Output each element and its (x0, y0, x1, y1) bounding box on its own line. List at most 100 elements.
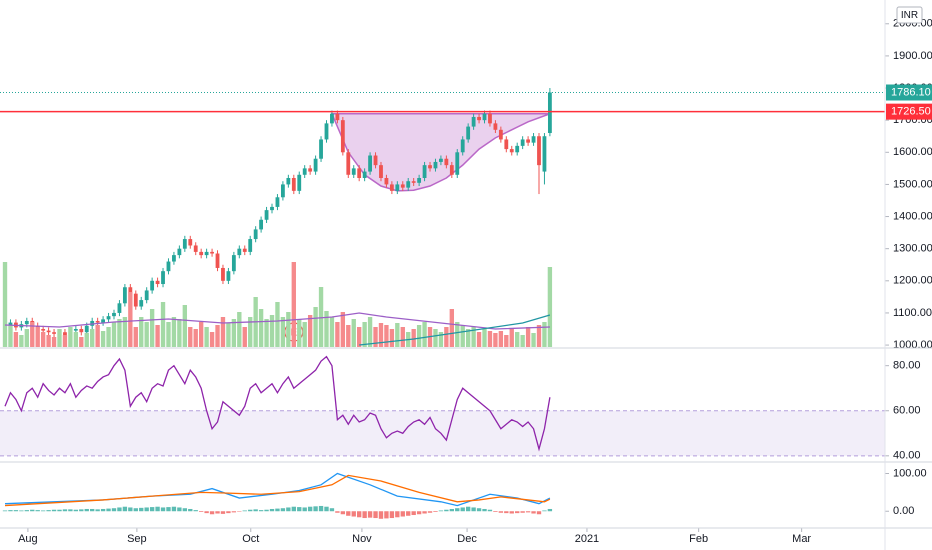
candle-body (73, 329, 78, 331)
candle-body (215, 253, 220, 268)
candle-body (52, 332, 56, 334)
histogram-bar (313, 506, 318, 512)
candle-body (237, 248, 242, 256)
volume-bar (182, 305, 188, 347)
volume-bar (220, 317, 226, 347)
candle-body (122, 287, 127, 304)
volume-bar (177, 319, 182, 347)
histogram-bar (346, 511, 351, 516)
y-tick-label: 1600.00 (893, 146, 932, 158)
histogram-bar (242, 510, 247, 512)
volume-bar (215, 325, 220, 347)
histogram-bar (100, 508, 106, 512)
histogram-bar (46, 510, 51, 512)
histogram-bar (367, 511, 373, 518)
volume-bar (57, 329, 62, 347)
histogram-bar (509, 511, 514, 514)
candle-body (182, 239, 187, 249)
histogram-bar (68, 509, 73, 512)
candle-body (368, 155, 372, 172)
histogram-bar (122, 506, 128, 512)
volume-bar (340, 312, 346, 347)
candle-body (379, 165, 383, 178)
histogram-bar (384, 511, 389, 519)
candle-body (166, 261, 171, 272)
volume-bar (35, 327, 40, 347)
candle-body (302, 168, 307, 175)
volume-bar (171, 317, 177, 347)
volume-bar (329, 317, 335, 347)
volume-bar (198, 322, 204, 347)
volume-bar (100, 331, 106, 347)
histogram-bar (275, 508, 280, 512)
volume-bar (128, 292, 133, 347)
candle-body (373, 155, 378, 166)
volume-bar (455, 322, 460, 347)
volume-bar (307, 315, 313, 347)
histogram-bar (460, 507, 465, 512)
volume-bar (493, 333, 498, 347)
x-tick-label: Aug (18, 533, 38, 545)
volume-bar (275, 302, 280, 347)
histogram-bar (24, 510, 29, 512)
histogram-bar (340, 511, 346, 515)
histogram-bar (166, 507, 171, 512)
y-tick-label: 0.00 (893, 505, 914, 517)
y-tick-label: 1500.00 (893, 178, 932, 190)
volume-bar (389, 329, 395, 347)
candle-body (389, 184, 394, 191)
volume-bar (515, 332, 520, 347)
candle-body (531, 136, 536, 143)
histogram-bar (193, 510, 198, 512)
histogram-bar (2, 510, 8, 512)
x-tick-label: Nov (352, 533, 372, 545)
histogram-bar (106, 508, 111, 512)
histogram-bar (177, 507, 182, 512)
volume-bar (155, 325, 160, 347)
histogram-bar (117, 507, 122, 512)
candle-body (161, 271, 165, 285)
candle-body (95, 320, 100, 323)
x-tick-label: 2021 (575, 533, 599, 545)
volume-bar (324, 311, 329, 347)
candle-body (150, 280, 155, 291)
volume-bar (286, 312, 291, 347)
histogram-bar (269, 508, 275, 512)
candle-body (128, 287, 133, 294)
y-tick-label: 1000.00 (893, 339, 932, 351)
volume-bar (269, 315, 275, 347)
candle-body (362, 171, 367, 178)
volume-bar (122, 317, 128, 347)
candle-body (204, 251, 209, 256)
candle-body (346, 152, 351, 175)
y-tick-label: 1900.00 (893, 50, 932, 62)
volume-bar (291, 262, 296, 347)
volume-bar (40, 332, 46, 347)
histogram-bar (476, 508, 482, 512)
histogram-bar (498, 511, 504, 513)
candle-body (280, 184, 285, 198)
histogram-bar (406, 511, 411, 516)
candle-body (547, 92, 552, 134)
candle-body (112, 312, 116, 317)
candle-body (264, 210, 269, 220)
volume-bar (90, 329, 95, 347)
histogram-bar (57, 509, 62, 512)
price-badge-label: 1726.50 (891, 106, 931, 118)
histogram-bar (493, 511, 498, 512)
volume-bar (520, 335, 525, 347)
candle-body (428, 165, 432, 169)
indicator-line (4, 472, 551, 507)
volume-bar (460, 325, 465, 347)
volume-bar (62, 335, 68, 347)
candle-body (221, 267, 225, 281)
volume-bar (313, 307, 318, 347)
histogram-bar (111, 508, 117, 512)
volume-bar (242, 327, 247, 347)
candle-body (172, 255, 176, 262)
histogram-bar (149, 507, 155, 512)
candle-body (210, 251, 214, 254)
volume-bar (367, 317, 373, 347)
histogram-bar (84, 508, 89, 512)
x-tick-label: Oct (242, 533, 259, 545)
